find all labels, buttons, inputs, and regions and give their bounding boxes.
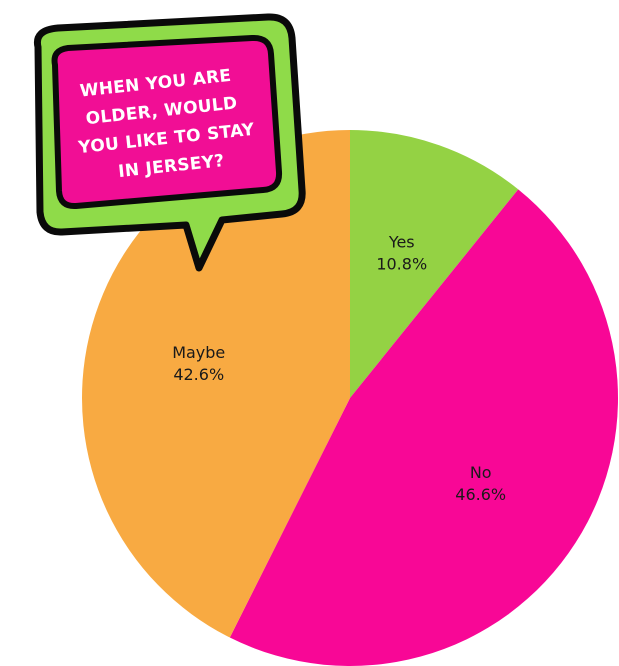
slice-label-yes: Yes <box>388 232 415 251</box>
pie-labels: Yes 10.8% No 46.6% Maybe 42.6% <box>172 232 506 504</box>
pie-slice-no <box>229 189 618 666</box>
speech-bubble: WHEN YOU ARE OLDER, WOULD YOU LIKE TO ST… <box>33 13 306 272</box>
speech-bubble-inner <box>51 34 283 210</box>
slice-label-maybe: Maybe <box>172 343 225 362</box>
pie-slice-yes <box>350 130 519 398</box>
slice-value-maybe: 42.6% <box>173 365 224 384</box>
pie-slices <box>82 130 618 666</box>
slice-value-no: 46.6% <box>455 485 506 504</box>
slice-label-no: No <box>470 463 492 482</box>
slice-value-yes: 10.8% <box>376 254 427 273</box>
pie-slice-maybe <box>82 130 351 638</box>
